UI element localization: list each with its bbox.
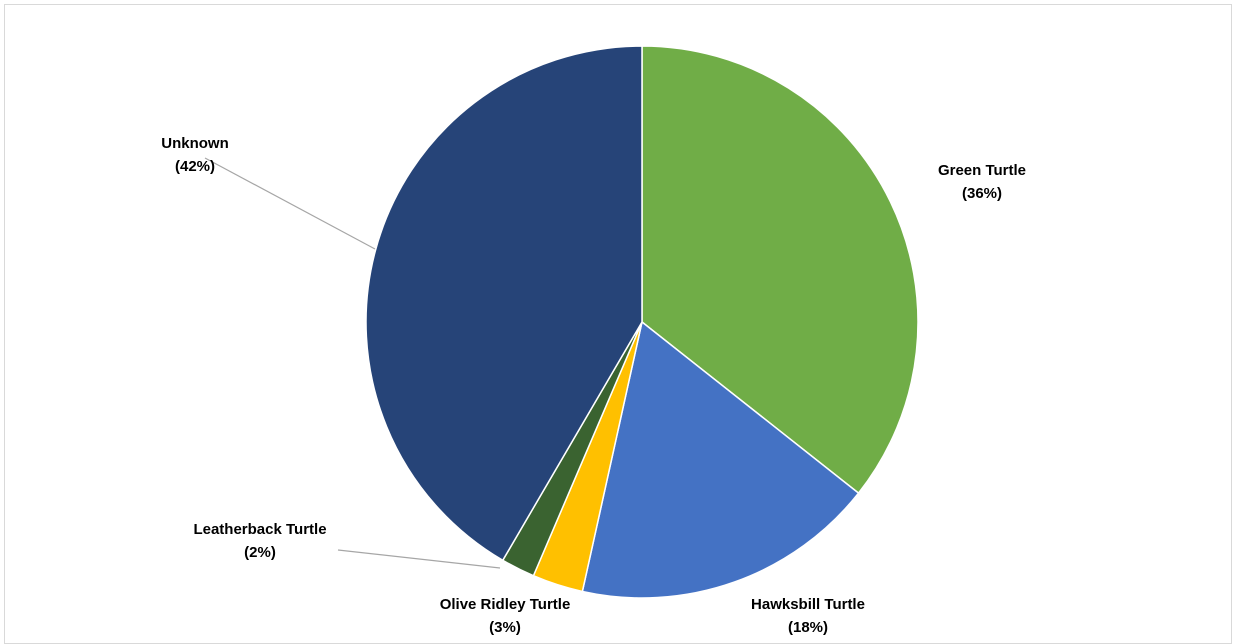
slice-percent-hawksbill-turtle: (18%) <box>788 619 828 636</box>
slice-percent-unknown: (42%) <box>175 158 215 175</box>
pie-slices <box>365 45 919 599</box>
leader-line-unknown <box>204 157 376 250</box>
pie-slice-green-turtle <box>641 45 919 495</box>
slice-label-unknown: Unknown <box>161 135 229 152</box>
leader-line-leatherback-turtle <box>337 549 501 569</box>
pie-slice-hawksbill-turtle <box>581 320 860 599</box>
slice-percent-green-turtle: (36%) <box>962 185 1002 202</box>
slice-label-green-turtle: Green Turtle <box>938 162 1026 179</box>
slice-percent-olive-ridley-turtle: (3%) <box>489 619 521 636</box>
leader-lines <box>204 157 501 569</box>
slice-label-olive-ridley-turtle: Olive Ridley Turtle <box>440 596 571 613</box>
pie-slice-unknown <box>365 45 643 562</box>
slice-label-hawksbill-turtle: Hawksbill Turtle <box>751 596 865 613</box>
slice-percent-leatherback-turtle: (2%) <box>244 544 276 561</box>
data-labels: Green Turtle (36%) Hawksbill Turtle (18%) Ol… <box>161 135 1026 636</box>
slice-label-leatherback-turtle: Leatherback Turtle <box>193 521 326 538</box>
